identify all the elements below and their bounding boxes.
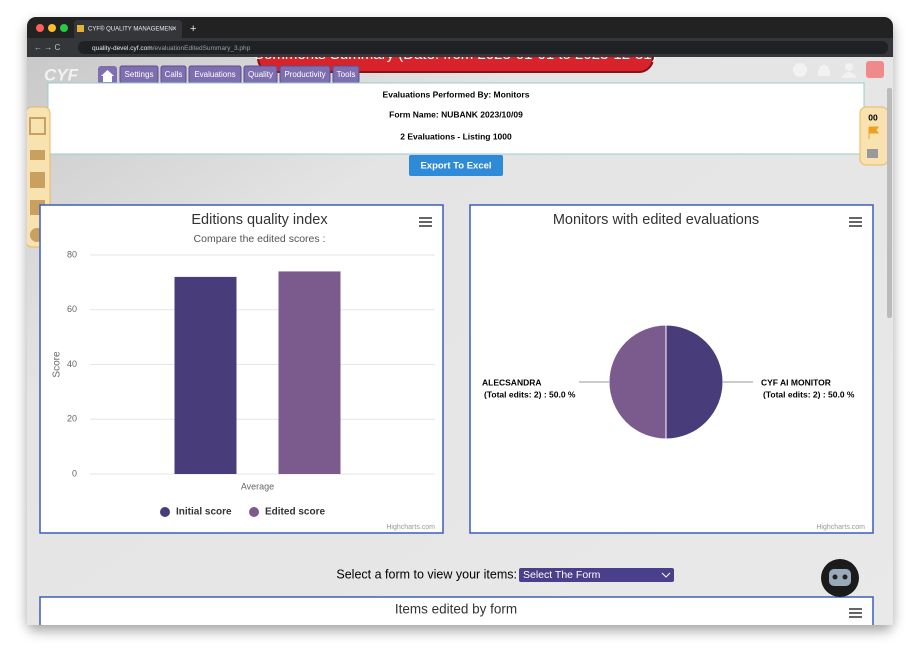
bar-chart: Editions quality index Compare the edited… — [52, 212, 436, 531]
bar — [278, 271, 341, 474]
address-bar[interactable] — [78, 41, 888, 54]
bot-eye — [842, 574, 848, 580]
y-tick-label: 60 — [67, 304, 77, 314]
chart-menu[interactable] — [419, 217, 432, 227]
pie-label-value: (Total edits: 2) : 50.0 % — [763, 389, 855, 399]
user-icon[interactable] — [845, 63, 853, 71]
legend-label[interactable]: Edited score — [265, 507, 325, 518]
list-icon[interactable] — [29, 117, 46, 135]
url-host: quality-devel.cyf.com — [92, 45, 153, 52]
y-tick-label: 40 — [67, 359, 77, 369]
legend-marker[interactable] — [249, 507, 259, 517]
bot-eye — [832, 574, 838, 580]
info-form-name: Form Name: NUBANK 2023/10/09 — [389, 109, 523, 119]
chat-icon[interactable] — [793, 63, 807, 77]
side-counter: 00 — [868, 112, 878, 122]
nav-label: Quality — [248, 70, 273, 79]
legend-marker[interactable] — [160, 507, 170, 517]
pie-label-name: CYF AI MONITOR — [761, 377, 831, 387]
credits: Highcharts.com — [386, 524, 435, 531]
credits: Highcharts.com — [816, 524, 865, 531]
export-button-label: Export To Excel — [420, 161, 491, 172]
bot-face — [829, 569, 851, 586]
form-select-placeholder: Select The Form — [523, 569, 601, 581]
minimize-dot[interactable] — [48, 24, 56, 32]
nav-label: Evaluations — [194, 70, 235, 79]
chart-menu[interactable] — [849, 217, 862, 227]
scrollbar[interactable] — [887, 88, 892, 318]
items-panel-title: Items edited by form — [395, 602, 517, 617]
tab-close[interactable]: × — [172, 24, 177, 33]
new-tab[interactable]: + — [190, 23, 196, 35]
chart-subtitle: Compare the edited scores : — [194, 233, 326, 245]
items-menu[interactable] — [849, 608, 862, 618]
nav-label: Calls — [165, 70, 183, 79]
pie-slice — [665, 324, 724, 440]
logo: CYF — [44, 65, 79, 84]
x-tick-label: Average — [241, 481, 274, 491]
user-body — [841, 72, 857, 78]
zoom-dot[interactable] — [60, 24, 68, 32]
nav-label: Productivity — [284, 70, 325, 79]
export-button[interactable] — [409, 155, 503, 176]
tab-icon — [77, 25, 84, 32]
chart-icon[interactable] — [30, 150, 45, 160]
legend-label[interactable]: Initial score — [176, 507, 232, 518]
flag-icon[interactable] — [868, 126, 879, 139]
pie-chart: Monitors with edited evaluations CYF AI M… — [482, 212, 865, 531]
form-select-prompt: Select a form to view your items: — [336, 567, 517, 581]
nav-label: Tools — [337, 70, 356, 79]
y-tick-label: 20 — [67, 414, 77, 424]
nav-arrows[interactable]: ← → C — [34, 43, 60, 52]
tab[interactable] — [74, 20, 182, 38]
y-axis-label: Score — [52, 351, 63, 378]
home-icon — [101, 70, 114, 82]
chart-title: Monitors with edited evaluations — [553, 212, 759, 228]
chart-title: Editions quality index — [191, 212, 328, 228]
pie-label-value: (Total edits: 2) : 50.0 % — [484, 389, 576, 399]
logout-icon[interactable] — [866, 61, 884, 78]
select-arrow — [661, 572, 671, 578]
items-panel — [39, 596, 874, 625]
y-tick-label: 80 — [67, 249, 77, 259]
viewport: Comments Summary (Date: from 2023-01-01 … — [27, 46, 893, 625]
tab-title: CYF® QUALITY MANAGEMEN — [88, 26, 173, 33]
info-performed-by: Evaluations Performed By: Monitors — [383, 89, 530, 99]
nav-label: Settings — [125, 70, 154, 79]
people-icon[interactable] — [30, 172, 45, 188]
bar — [174, 276, 237, 474]
bell-icon[interactable] — [818, 65, 830, 76]
y-tick-label: 0 — [72, 468, 77, 478]
bar-chart-panel — [39, 204, 444, 534]
url: quality-devel.cyf.com/evaluationEditedSu… — [92, 45, 251, 52]
pie-label-name: ALECSANDRA — [482, 377, 542, 387]
print-icon[interactable] — [867, 149, 878, 158]
pie-slice — [608, 324, 667, 440]
close-dot[interactable] — [36, 24, 44, 32]
top-icons — [793, 61, 884, 78]
nav: Settings Calls Evaluations Quality Productiv… — [119, 65, 360, 84]
banner-text: Comments Summary (Date: from 2023-01-01 … — [253, 46, 657, 63]
info-count: 2 Evaluations - Listing 1000 — [400, 131, 512, 141]
form-select[interactable] — [519, 568, 674, 582]
url-path: /evaluationEditedSummary_3.php — [153, 45, 251, 52]
